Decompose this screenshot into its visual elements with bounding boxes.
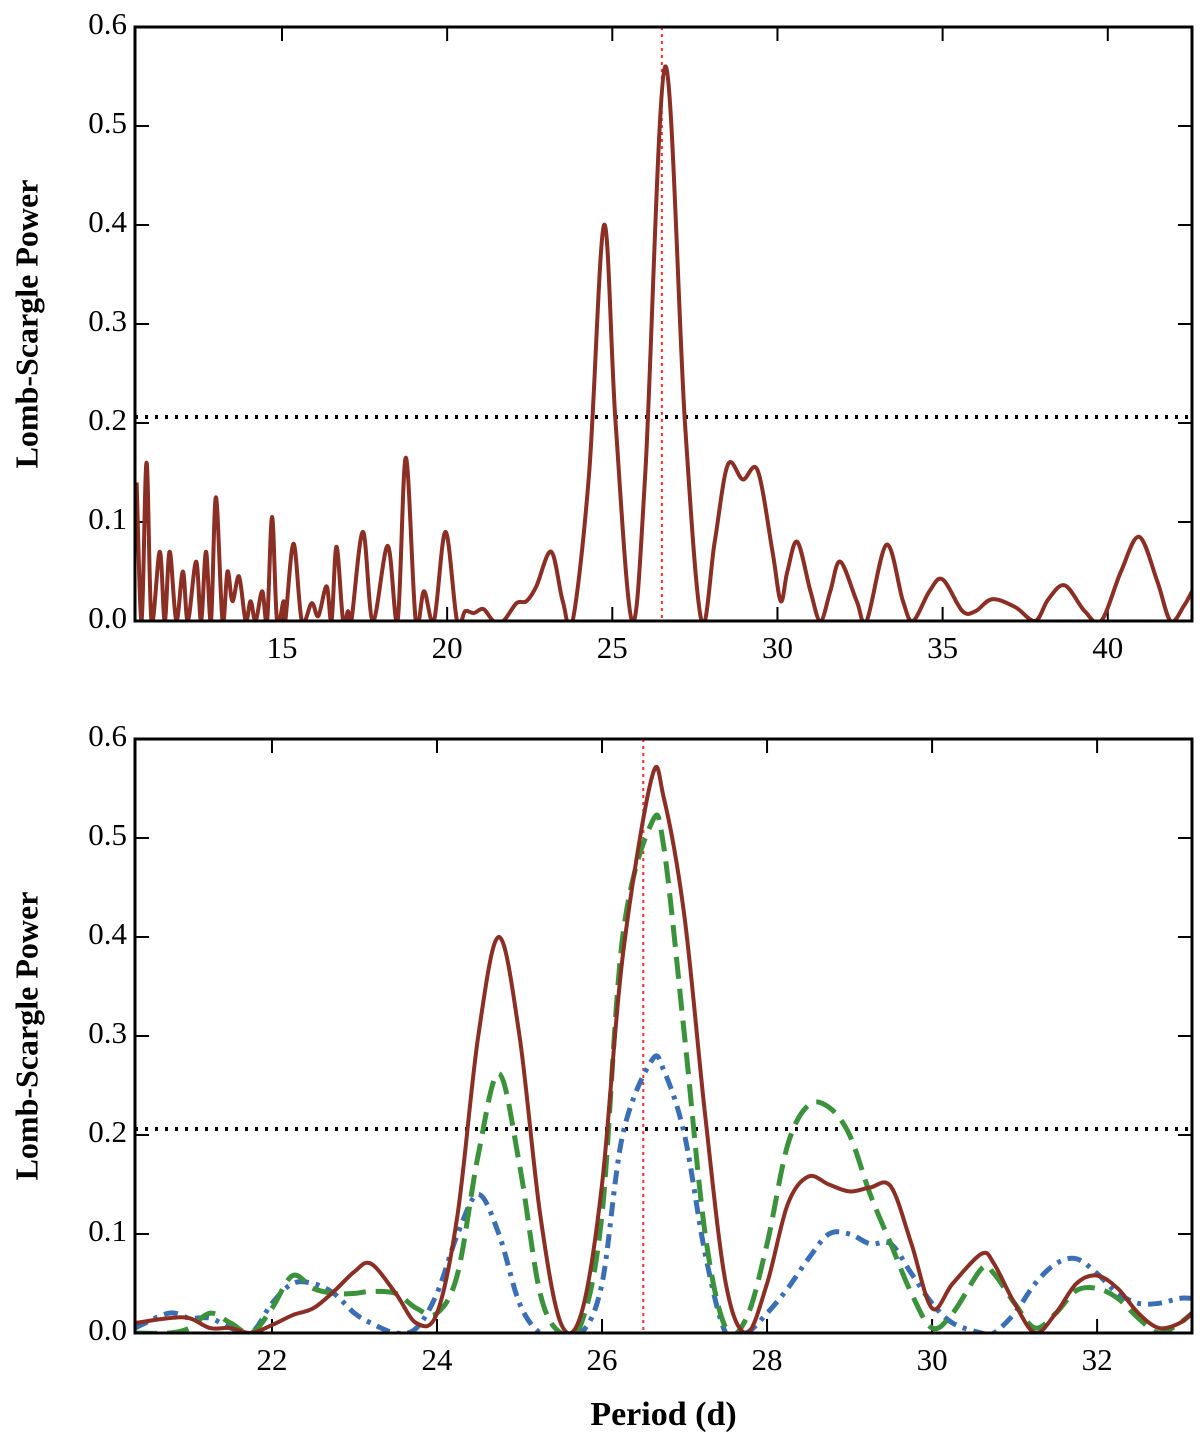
y-tick-label: 0.3 bbox=[88, 1015, 127, 1050]
x-tick-label: 22 bbox=[256, 1342, 287, 1377]
y-tick-label: 0.4 bbox=[88, 916, 127, 951]
y-tick-label: 0.2 bbox=[88, 402, 127, 437]
axes-frame bbox=[133, 737, 1194, 1335]
y-axis-label: Lomb-Scargle Power bbox=[8, 892, 44, 1181]
y-tick-label: 0.6 bbox=[88, 6, 127, 41]
x-tick-label: 26 bbox=[587, 1342, 618, 1377]
y-tick-label: 0.0 bbox=[88, 600, 127, 635]
power-curve bbox=[135, 64, 1192, 621]
x-tick-label: 32 bbox=[1082, 1342, 1113, 1377]
x-tick-label: 30 bbox=[917, 1342, 948, 1377]
x-tick-label: 15 bbox=[266, 630, 297, 665]
power-curve bbox=[135, 764, 1192, 1333]
y-tick-label: 0.5 bbox=[88, 817, 127, 852]
plot-area bbox=[135, 739, 1192, 1333]
x-axis-label: Period (d) bbox=[590, 1396, 736, 1433]
y-tick-label: 0.3 bbox=[88, 303, 127, 338]
y-tick-label: 0.1 bbox=[88, 1213, 127, 1248]
power-curve bbox=[135, 812, 1192, 1333]
x-tick-label: 24 bbox=[422, 1342, 454, 1377]
y-tick-label: 0.1 bbox=[88, 501, 127, 536]
panel: 0.0 0.1 0.2 0.3 0.4 0.5 0.6 22 24 26 28 30 32 Lomb-Sc… bbox=[8, 718, 1194, 1433]
plot-area bbox=[135, 27, 1192, 621]
x-tick-label: 25 bbox=[597, 630, 628, 665]
y-tick-label: 0.4 bbox=[88, 204, 127, 239]
y-tick-label: 0.5 bbox=[88, 105, 127, 140]
x-tick-label: 20 bbox=[432, 630, 463, 665]
x-tick-label: 40 bbox=[1092, 630, 1123, 665]
y-axis-label: Lomb-Scargle Power bbox=[8, 180, 44, 469]
y-tick-label: 0.6 bbox=[88, 718, 127, 753]
panel: 0.0 0.1 0.2 0.3 0.4 0.5 0.6 15 20 25 30 35 40 Lomb-Sc… bbox=[8, 6, 1194, 665]
power-curve bbox=[135, 1053, 1192, 1333]
x-tick-label: 28 bbox=[752, 1342, 783, 1377]
x-tick-label: 35 bbox=[927, 630, 958, 665]
axes-frame bbox=[133, 25, 1194, 623]
y-tick-label: 0.0 bbox=[88, 1312, 127, 1347]
x-tick-label: 30 bbox=[762, 630, 793, 665]
y-tick-label: 0.2 bbox=[88, 1114, 127, 1149]
